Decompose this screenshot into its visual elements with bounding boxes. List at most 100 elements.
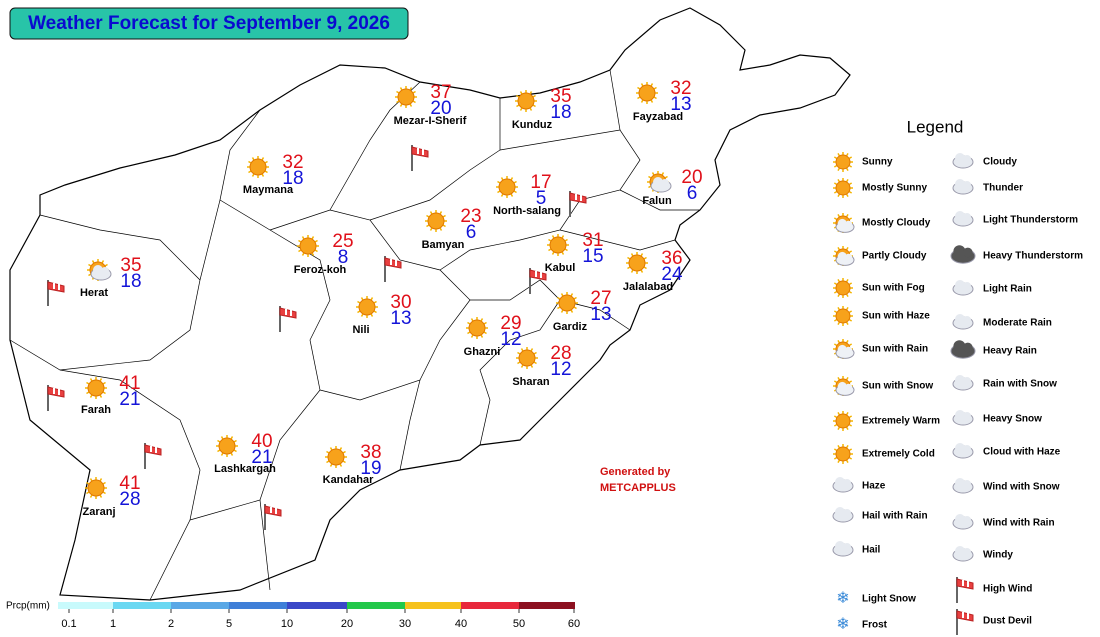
legend-label: Light Snow <box>862 594 916 605</box>
sun-ray <box>833 156 838 160</box>
sun-icon <box>425 210 447 232</box>
legend-label: Haze <box>862 481 886 492</box>
sun-icon <box>395 86 417 108</box>
cloud-part <box>845 383 853 391</box>
sun-ray <box>561 235 565 239</box>
cloud-icon <box>952 514 974 530</box>
city-name: Maymana <box>243 184 294 196</box>
legend-label: Sunny <box>862 157 893 168</box>
sun-ray <box>261 173 265 177</box>
legend-label: Wind with Rain <box>983 518 1055 529</box>
min-temp: 21 <box>251 447 272 468</box>
sun-ray <box>439 211 443 215</box>
cloud-part <box>955 280 965 290</box>
sun-ray <box>561 251 565 255</box>
max-temp: 37 <box>430 82 451 103</box>
precip-tick-label: 5 <box>226 618 232 630</box>
cloud-part <box>955 514 965 524</box>
cloud-part <box>843 509 851 517</box>
max-temp: 23 <box>460 206 481 227</box>
cloud-part <box>661 179 669 187</box>
precip-tick-label: 2 <box>168 618 174 630</box>
cloud-icon <box>952 443 974 459</box>
sun-disc <box>518 349 536 367</box>
min-temp: 20 <box>430 98 451 119</box>
cloud-icon <box>952 211 974 227</box>
cloud-part <box>963 548 971 556</box>
legend-label: Heavy Thunderstorm <box>983 251 1083 262</box>
min-temp: 12 <box>550 359 571 380</box>
cloud-icon <box>952 314 974 330</box>
city-name: Fayzabad <box>633 111 683 123</box>
sun-disc <box>638 84 656 102</box>
cloud-part <box>837 251 847 261</box>
max-temp: 25 <box>332 231 353 252</box>
sun-ray <box>833 448 838 452</box>
cloud-part <box>963 247 973 258</box>
cloud-icon <box>952 410 974 426</box>
sun-ray <box>311 236 315 240</box>
title: Weather Forecast for September 9, 2026 <box>28 13 390 34</box>
sun-ray <box>848 343 853 347</box>
sun-ray <box>233 449 237 453</box>
sun-ray <box>439 227 443 231</box>
max-temp: 20 <box>681 167 702 188</box>
sun-icon <box>515 90 537 112</box>
sun-ray <box>500 177 504 181</box>
cloud-part <box>963 412 971 420</box>
sun-ray <box>833 282 838 286</box>
sun-ray <box>217 439 221 443</box>
city-name: Mezar-I-Sherif <box>394 115 467 127</box>
sun-ray <box>848 282 853 286</box>
sun-ray <box>848 290 853 294</box>
sun-disc <box>299 237 317 255</box>
legend-label: Sun with Haze <box>862 311 930 322</box>
sun-ray <box>845 152 849 157</box>
precip-swatch <box>347 602 405 609</box>
legend-label: Mostly Sunny <box>862 183 927 194</box>
max-temp: 29 <box>500 313 521 334</box>
precip-swatch <box>58 602 113 609</box>
legend-label: Cloudy <box>983 157 1017 168</box>
max-temp: 17 <box>530 172 551 193</box>
sun-ray <box>845 213 849 218</box>
sun-icon <box>85 377 107 399</box>
min-temp: 5 <box>536 188 547 209</box>
sun-icon <box>466 317 488 339</box>
legend-label: Heavy Rain <box>983 346 1037 357</box>
cloud-part <box>963 155 971 163</box>
sun-disc <box>835 180 851 196</box>
sun-ray <box>217 449 221 453</box>
sun-icon <box>833 411 853 431</box>
city-name: North-salang <box>493 205 561 217</box>
cloud-part <box>845 220 853 228</box>
min-temp: 18 <box>550 102 571 123</box>
precip-label: Prcp(mm) <box>6 601 50 612</box>
cloud-icon <box>835 218 855 233</box>
max-temp: 36 <box>661 248 682 269</box>
min-temp: 13 <box>670 94 691 115</box>
legend-label: Thunder <box>983 183 1023 194</box>
city-name: Farah <box>81 404 111 416</box>
sun-disc <box>835 413 851 429</box>
min-temp: 18 <box>120 271 141 292</box>
sun-disc <box>358 298 376 316</box>
city-name: Kunduz <box>512 119 553 131</box>
sun-icon <box>496 176 518 198</box>
sun-ray <box>311 252 315 256</box>
sun-ray <box>848 250 853 254</box>
sun-ray <box>833 456 838 460</box>
max-temp: 41 <box>119 473 140 494</box>
legend-label: Light Thunderstorm <box>983 215 1078 226</box>
sun-disc <box>835 446 851 462</box>
cloud-part <box>955 443 965 453</box>
legend-label: Windy <box>983 550 1013 561</box>
cloud-part <box>843 543 851 551</box>
cloud-icon <box>952 179 974 195</box>
sun-ray <box>848 318 853 322</box>
min-temp: 13 <box>590 304 611 325</box>
cloud-part <box>837 381 847 391</box>
city-name: Falun <box>642 195 672 207</box>
legend-label: Extremely Cold <box>862 449 935 460</box>
city-name: Jalalabad <box>623 281 673 293</box>
